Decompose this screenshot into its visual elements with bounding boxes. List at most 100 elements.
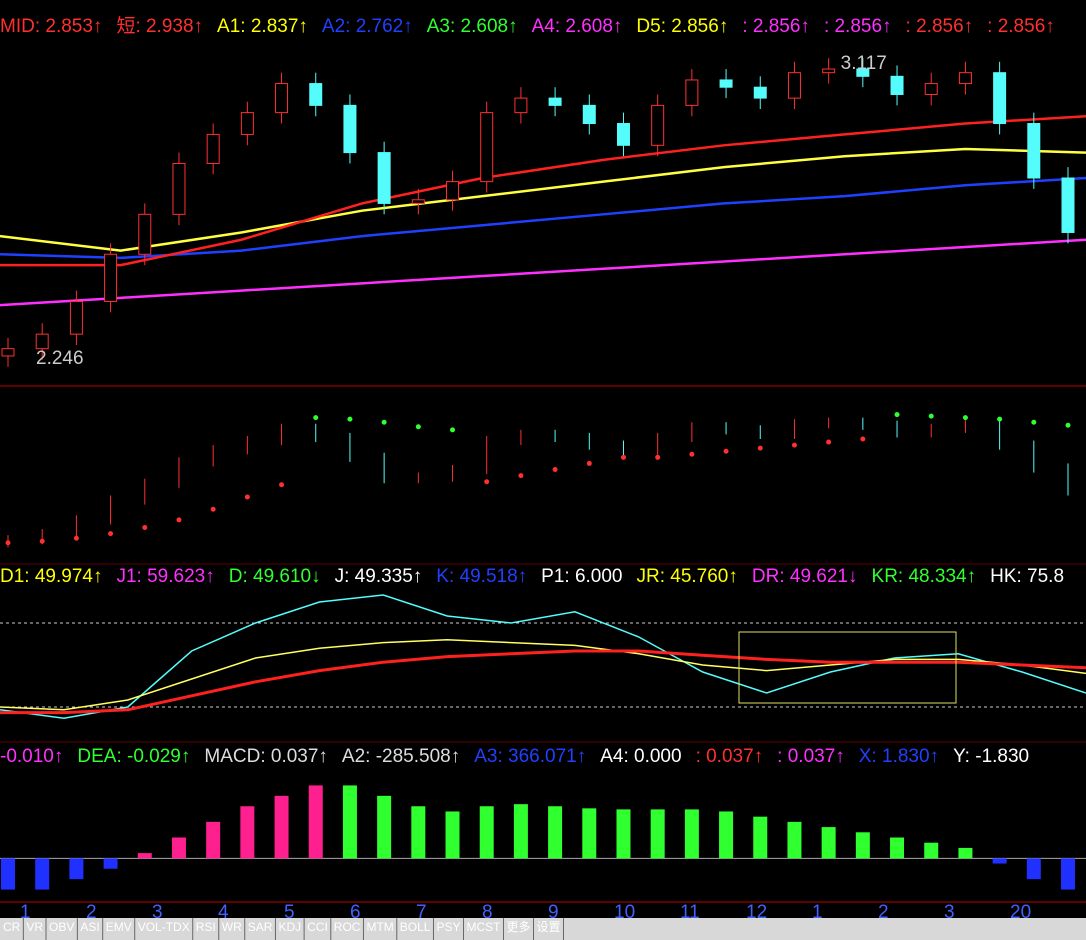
- sar-dot: [620, 454, 626, 460]
- month-label: 3: [944, 902, 955, 923]
- tab[interactable]: BOLL: [400, 920, 431, 934]
- moving-average: [0, 176, 1086, 260]
- indicator-label: A2: -285.508↑: [342, 746, 460, 767]
- candle-body: [651, 104, 665, 146]
- sar-dot: [313, 415, 319, 421]
- sar-dot: [723, 448, 729, 454]
- macd-bar: [137, 853, 152, 859]
- candle-body: [787, 72, 801, 99]
- indicator-label: 短: 2.938↑: [116, 15, 203, 37]
- indicator-label: A3: 2.608↑: [427, 16, 518, 37]
- tab-bar: [0, 918, 1086, 940]
- indicator-label: : 0.037↑: [777, 746, 845, 767]
- sar-dot: [73, 535, 79, 541]
- sar-dot: [279, 482, 285, 488]
- indicator-label: D: 49.610↓: [229, 566, 321, 587]
- candle-body: [993, 72, 1007, 125]
- indicator-label: MACD: 0.037↑: [204, 746, 328, 767]
- sar-dot: [928, 413, 934, 419]
- kdj-line: [0, 639, 1086, 711]
- tab[interactable]: MCST: [466, 920, 501, 934]
- candle-body: [343, 104, 357, 154]
- tab[interactable]: PSY: [436, 920, 460, 934]
- candle-body: [104, 253, 118, 302]
- indicator-label: : 2.856↑: [742, 16, 810, 37]
- macd-bar: [992, 858, 1007, 864]
- candle-body: [377, 152, 391, 204]
- macd-bar: [445, 811, 460, 859]
- month-label: 12: [746, 902, 767, 923]
- indicator-label: P1: 6.000: [541, 566, 622, 587]
- indicator-label: D5: 2.856↑: [636, 16, 728, 37]
- candle-body: [69, 300, 83, 335]
- tab[interactable]: 更多: [506, 920, 530, 934]
- indicator-label: DR: 49.621↓: [752, 566, 858, 587]
- macd-bar: [1061, 858, 1075, 890]
- macd-bar: [821, 827, 836, 859]
- month-label: 1: [20, 902, 31, 923]
- month-label: 1: [812, 902, 823, 923]
- month-label: 20: [1010, 902, 1031, 923]
- macd-bar: [684, 809, 699, 859]
- indicator-label: JR: 45.760↑: [636, 566, 737, 587]
- macd-bar: [342, 785, 357, 859]
- tab[interactable]: ASI: [80, 920, 99, 934]
- macd-bar: [650, 809, 665, 859]
- candle-body: [480, 112, 494, 183]
- macd-bar: [719, 811, 734, 859]
- sar-dot: [655, 454, 661, 460]
- macd-bar: [171, 837, 186, 859]
- sar-dot: [381, 419, 387, 425]
- candle-body: [616, 123, 630, 146]
- sar-dot: [108, 531, 114, 537]
- tab[interactable]: CCI: [307, 920, 328, 934]
- indicator-label: A2: 2.762↑: [322, 16, 413, 37]
- month-label: 8: [482, 902, 493, 923]
- sar-dot: [518, 473, 524, 479]
- macd-bar: [513, 804, 528, 859]
- tab[interactable]: 设置: [537, 920, 561, 934]
- indicator-label: : 2.856↑: [987, 16, 1055, 37]
- tab[interactable]: WR: [222, 920, 242, 934]
- tab[interactable]: SAR: [248, 920, 273, 934]
- sar-dot: [791, 442, 797, 448]
- sar-dot: [997, 416, 1003, 422]
- sar-dot: [894, 412, 900, 418]
- indicator-label: J: 49.335↑: [335, 566, 423, 587]
- moving-average: [0, 147, 1086, 252]
- tab[interactable]: EMV: [106, 920, 132, 934]
- candle-body: [822, 68, 836, 74]
- macd-bar: [548, 806, 563, 859]
- tab[interactable]: KDJ: [278, 920, 301, 934]
- indicator-label: MID: 2.853↑: [0, 16, 102, 37]
- macd-bar: [206, 821, 221, 859]
- sar-dot: [689, 451, 695, 457]
- tab[interactable]: VR: [26, 920, 43, 934]
- sar-dot: [176, 517, 182, 523]
- macd-bar: [890, 837, 905, 859]
- indicator-label: X: 1.830↑: [859, 746, 939, 767]
- candle-body: [719, 79, 733, 88]
- sar-dot: [450, 427, 456, 433]
- candle-body: [1061, 177, 1075, 233]
- macd-bar: [479, 806, 494, 859]
- sar-dot: [1031, 419, 1037, 425]
- kdj-line: [0, 594, 1086, 719]
- candle-body: [890, 75, 904, 95]
- tab[interactable]: VOL-TDX: [138, 920, 190, 934]
- macd-bar: [377, 795, 392, 859]
- month-label: 6: [350, 902, 361, 923]
- moving-average: [0, 115, 1086, 267]
- candle-body: [856, 68, 870, 77]
- tab[interactable]: ROC: [334, 920, 361, 934]
- indicator-label: A4: 0.000: [600, 746, 681, 767]
- tab[interactable]: OBV: [49, 920, 74, 934]
- tab[interactable]: MTM: [366, 920, 393, 934]
- sar-dot: [586, 460, 592, 466]
- tab[interactable]: CR: [3, 920, 21, 934]
- sar-dot: [860, 436, 866, 442]
- macd-bar: [582, 808, 597, 859]
- tab[interactable]: RSI: [196, 920, 216, 934]
